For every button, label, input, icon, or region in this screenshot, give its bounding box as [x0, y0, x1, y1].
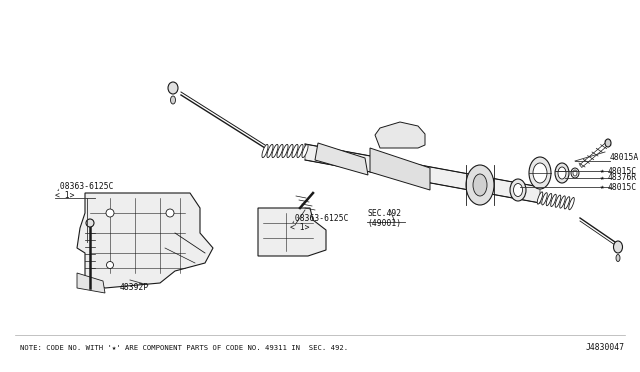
Ellipse shape [564, 197, 570, 209]
Ellipse shape [556, 195, 561, 207]
Ellipse shape [297, 144, 303, 158]
Text: < 1>: < 1> [290, 223, 310, 232]
Ellipse shape [262, 144, 268, 158]
Ellipse shape [287, 144, 293, 158]
Ellipse shape [533, 163, 547, 183]
Ellipse shape [616, 254, 620, 262]
Ellipse shape [302, 144, 308, 158]
Ellipse shape [292, 144, 298, 158]
Polygon shape [315, 143, 368, 175]
Ellipse shape [537, 192, 543, 204]
Polygon shape [77, 273, 105, 293]
Ellipse shape [529, 157, 551, 189]
Polygon shape [375, 122, 425, 148]
Ellipse shape [541, 193, 547, 205]
Text: ¸08363-6125C: ¸08363-6125C [55, 181, 113, 190]
Polygon shape [258, 208, 326, 256]
Text: ★: ★ [600, 175, 604, 181]
Text: ★: ★ [600, 168, 604, 174]
Polygon shape [77, 193, 213, 288]
Text: 48392P: 48392P [120, 283, 149, 292]
Text: (49001): (49001) [367, 219, 401, 228]
Ellipse shape [267, 144, 273, 158]
Ellipse shape [277, 144, 283, 158]
Ellipse shape [473, 174, 487, 196]
Ellipse shape [513, 183, 522, 196]
Ellipse shape [282, 144, 288, 158]
Text: ★: ★ [600, 184, 604, 190]
Text: NOTE: CODE NO. WITH '★' ARE COMPONENT PARTS OF CODE NO. 49311 IN  SEC. 492.: NOTE: CODE NO. WITH '★' ARE COMPONENT PA… [20, 345, 348, 351]
Text: 48015C: 48015C [608, 183, 637, 192]
Ellipse shape [106, 209, 114, 217]
Ellipse shape [546, 193, 552, 206]
Ellipse shape [555, 163, 569, 183]
Ellipse shape [106, 262, 113, 269]
Ellipse shape [571, 168, 579, 178]
Text: < 1>: < 1> [55, 191, 74, 200]
Ellipse shape [170, 96, 175, 104]
Ellipse shape [558, 167, 566, 179]
Text: 48376R: 48376R [608, 173, 637, 183]
Ellipse shape [573, 170, 577, 176]
Polygon shape [370, 148, 430, 190]
Ellipse shape [272, 144, 278, 158]
Text: ¸08363-6125C: ¸08363-6125C [290, 213, 349, 222]
Ellipse shape [569, 198, 574, 210]
Ellipse shape [166, 209, 174, 217]
Ellipse shape [168, 82, 178, 94]
Text: SEC.492: SEC.492 [367, 209, 401, 218]
Polygon shape [305, 144, 540, 203]
Ellipse shape [605, 139, 611, 147]
Ellipse shape [614, 241, 623, 253]
Text: 48015A: 48015A [610, 154, 639, 163]
Ellipse shape [466, 165, 494, 205]
Text: 48015C: 48015C [608, 167, 637, 176]
Ellipse shape [510, 179, 526, 201]
Ellipse shape [551, 194, 556, 206]
Text: J4830047: J4830047 [586, 343, 625, 353]
Ellipse shape [86, 219, 94, 227]
Ellipse shape [560, 196, 565, 208]
